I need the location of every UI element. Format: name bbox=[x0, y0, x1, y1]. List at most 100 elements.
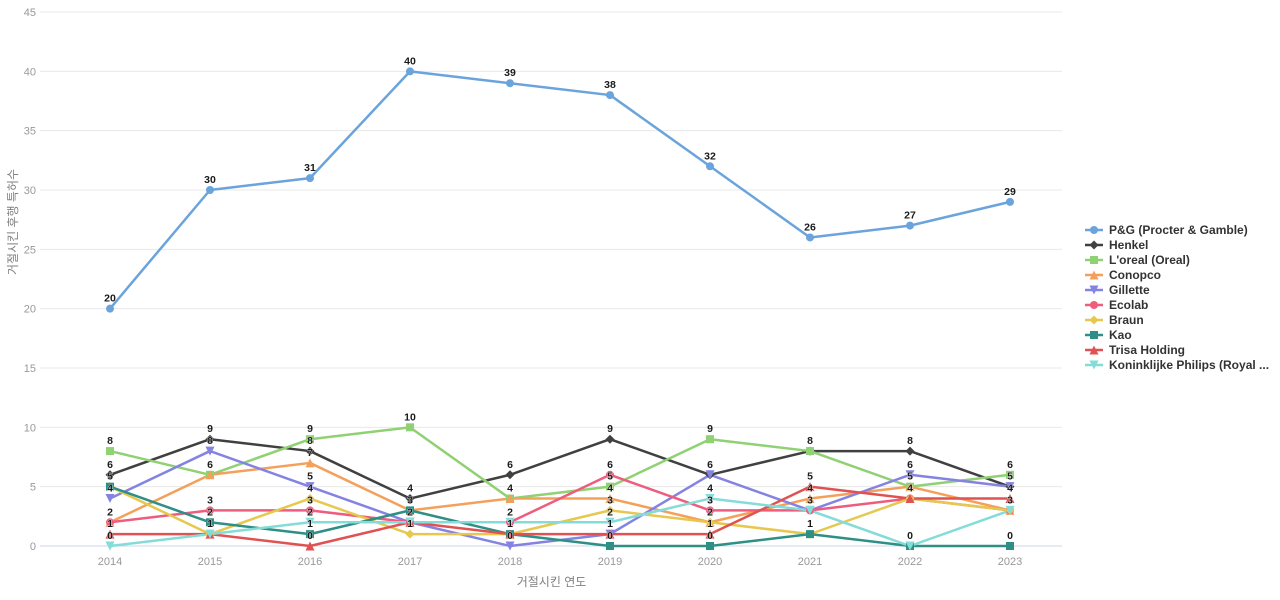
data-point-marker[interactable] bbox=[905, 541, 915, 551]
data-point-marker[interactable] bbox=[306, 506, 314, 515]
data-point-marker[interactable] bbox=[905, 494, 915, 504]
data-point-marker[interactable] bbox=[505, 494, 515, 504]
data-point-marker[interactable] bbox=[405, 494, 415, 504]
data-point-marker[interactable] bbox=[306, 435, 314, 444]
series-line[interactable] bbox=[108, 473, 1012, 524]
data-point-marker[interactable] bbox=[1006, 542, 1014, 550]
data-point-marker[interactable] bbox=[806, 233, 814, 242]
data-point-marker[interactable] bbox=[706, 162, 714, 171]
data-point-marker[interactable] bbox=[405, 517, 415, 527]
legend-item[interactable]: Kao bbox=[1085, 328, 1269, 342]
x-tick-label: 2023 bbox=[998, 556, 1022, 568]
series-line[interactable] bbox=[108, 70, 1012, 310]
data-point-marker[interactable] bbox=[105, 529, 115, 539]
legend-item[interactable]: Braun bbox=[1085, 313, 1269, 327]
data-point-marker[interactable] bbox=[106, 447, 114, 456]
data-point-marker[interactable] bbox=[906, 221, 914, 230]
data-point-marker[interactable] bbox=[605, 517, 615, 527]
data-point-marker[interactable] bbox=[705, 529, 715, 539]
point-value-label: 9 bbox=[307, 423, 313, 435]
data-point-marker[interactable] bbox=[306, 174, 314, 183]
data-point-marker[interactable] bbox=[505, 517, 515, 527]
data-point-marker[interactable] bbox=[905, 470, 915, 480]
data-point-marker[interactable] bbox=[206, 186, 214, 194]
point-value-label: 3 bbox=[807, 494, 813, 506]
data-point-marker[interactable] bbox=[805, 505, 815, 515]
data-point-marker[interactable] bbox=[205, 434, 215, 444]
data-point-marker[interactable] bbox=[806, 447, 814, 456]
data-point-marker[interactable] bbox=[305, 494, 315, 504]
data-point-marker[interactable] bbox=[905, 482, 915, 492]
data-point-marker[interactable] bbox=[606, 91, 614, 100]
point-value-label: 0 bbox=[507, 530, 513, 542]
data-point-marker[interactable] bbox=[706, 542, 714, 550]
data-point-marker[interactable] bbox=[705, 470, 715, 480]
data-point-marker[interactable] bbox=[606, 470, 614, 479]
data-point-marker[interactable] bbox=[605, 529, 615, 539]
data-point-marker[interactable] bbox=[1006, 197, 1014, 206]
series-line[interactable] bbox=[108, 485, 1012, 548]
data-point-marker[interactable] bbox=[805, 494, 815, 504]
data-point-marker[interactable] bbox=[506, 79, 514, 88]
data-point-marker[interactable] bbox=[205, 446, 215, 456]
data-point-marker[interactable] bbox=[505, 529, 515, 539]
data-point-marker[interactable] bbox=[606, 542, 614, 550]
data-point-marker[interactable] bbox=[406, 506, 414, 515]
data-point-marker[interactable] bbox=[406, 423, 414, 432]
data-point-marker[interactable] bbox=[106, 518, 114, 527]
point-value-label: 3 bbox=[407, 494, 413, 506]
data-point-marker[interactable] bbox=[1005, 505, 1015, 515]
data-point-marker[interactable] bbox=[106, 482, 114, 491]
legend-marker-icon bbox=[1085, 240, 1103, 250]
legend-item[interactable]: Trisa Holding bbox=[1085, 343, 1269, 357]
data-point-marker[interactable] bbox=[405, 529, 415, 539]
legend-item[interactable]: Gillette bbox=[1085, 283, 1269, 297]
data-point-marker[interactable] bbox=[406, 67, 414, 76]
point-value-label: 8 bbox=[207, 435, 213, 447]
data-point-marker[interactable] bbox=[705, 494, 715, 504]
point-value-label: 4 bbox=[907, 483, 913, 495]
series-line[interactable] bbox=[108, 497, 1012, 548]
data-point-marker[interactable] bbox=[306, 530, 314, 539]
x-tick-label: 2016 bbox=[298, 556, 322, 568]
data-point-marker[interactable] bbox=[305, 482, 315, 492]
data-point-marker[interactable] bbox=[305, 517, 315, 527]
legend-item[interactable]: Henkel bbox=[1085, 238, 1269, 252]
data-point-marker[interactable] bbox=[606, 482, 614, 491]
series-line[interactable] bbox=[108, 437, 1012, 500]
data-point-marker[interactable] bbox=[105, 494, 115, 504]
y-tick-label: 5 bbox=[30, 482, 36, 494]
data-point-marker[interactable] bbox=[1005, 494, 1015, 504]
data-point-marker[interactable] bbox=[1006, 470, 1014, 479]
legend-label: Trisa Holding bbox=[1109, 343, 1186, 357]
data-point-marker[interactable] bbox=[106, 304, 114, 313]
data-point-marker[interactable] bbox=[205, 470, 215, 480]
data-point-marker[interactable] bbox=[706, 435, 714, 444]
data-point-marker[interactable] bbox=[706, 506, 714, 515]
legend-item[interactable]: Ecolab bbox=[1085, 298, 1269, 312]
data-point-marker[interactable] bbox=[1005, 482, 1015, 492]
data-point-marker[interactable] bbox=[705, 517, 715, 527]
data-point-marker[interactable] bbox=[305, 541, 315, 551]
data-point-marker[interactable] bbox=[806, 530, 814, 539]
data-point-marker[interactable] bbox=[605, 505, 615, 515]
legend-item[interactable]: Koninklijke Philips (Royal ... bbox=[1085, 358, 1269, 372]
data-point-marker[interactable] bbox=[105, 470, 115, 480]
data-point-marker[interactable] bbox=[206, 506, 214, 515]
data-point-marker[interactable] bbox=[105, 541, 115, 551]
data-point-marker[interactable] bbox=[305, 458, 315, 468]
data-point-marker[interactable] bbox=[505, 541, 515, 551]
data-point-marker[interactable] bbox=[505, 470, 515, 480]
data-point-marker[interactable] bbox=[905, 446, 915, 456]
data-point-marker[interactable] bbox=[605, 434, 615, 444]
legend-item[interactable]: P&G (Procter & Gamble) bbox=[1085, 223, 1269, 237]
x-tick-label: 2017 bbox=[398, 556, 422, 568]
data-point-marker[interactable] bbox=[206, 518, 214, 527]
data-point-marker[interactable] bbox=[805, 482, 815, 492]
data-point-marker[interactable] bbox=[205, 529, 215, 539]
series-line[interactable] bbox=[108, 426, 1012, 500]
data-point-marker[interactable] bbox=[605, 494, 615, 504]
legend-item[interactable]: Conopco bbox=[1085, 268, 1269, 282]
legend-item[interactable]: L'oreal (Oreal) bbox=[1085, 253, 1269, 267]
data-point-marker[interactable] bbox=[305, 446, 315, 456]
